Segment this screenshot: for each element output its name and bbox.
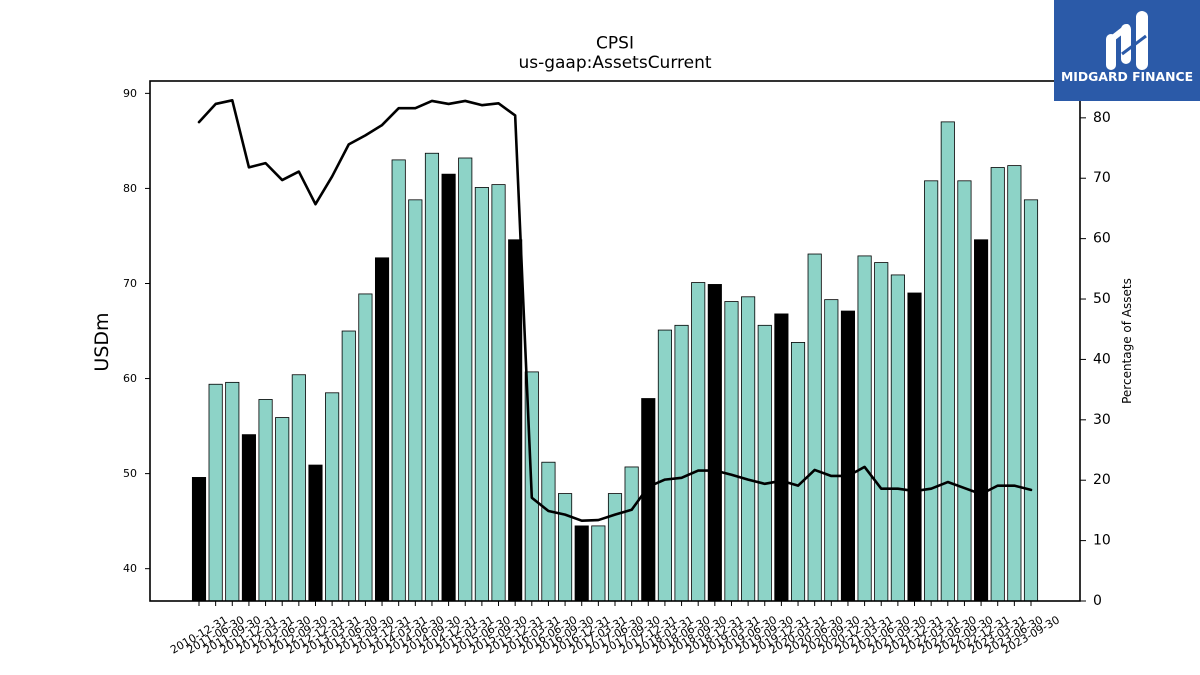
line-series <box>197 99 1033 522</box>
bar-2017-06-30 <box>607 493 623 602</box>
bar-2023-06-30 <box>1007 165 1022 602</box>
y-axis-label: USDm <box>91 312 113 371</box>
bar-2018-03-31 <box>657 329 672 602</box>
left-y-tick-label: 70 <box>123 277 137 290</box>
right-y-tick-label: 80 <box>1093 110 1111 126</box>
bar-2018-09-30 <box>691 282 706 602</box>
bar-2011-12-31 <box>241 434 256 602</box>
bar-2022-03-31 <box>924 180 939 602</box>
bar-2012-12-31 <box>308 464 323 602</box>
bar-2021-06-30 <box>874 262 889 602</box>
bar-2020-12-31 <box>840 310 856 602</box>
bar-2023-03-31 <box>990 167 1005 602</box>
bar-2015-06-30 <box>474 187 489 602</box>
left-y-tick-label: 40 <box>123 562 137 575</box>
bar-2014-12-31 <box>441 173 456 602</box>
bar-series <box>191 121 1039 602</box>
left-y-tick-label: 80 <box>123 182 137 195</box>
bar-2014-06-30 <box>408 199 423 602</box>
bar-2015-03-31 <box>458 157 473 602</box>
bar-2012-03-31 <box>258 399 273 602</box>
bar-2016-12-31 <box>574 525 589 602</box>
bar-2011-06-30 <box>208 383 223 602</box>
bar-2013-06-30 <box>341 330 356 602</box>
right-y-tick-label: 20 <box>1093 472 1111 488</box>
right-y-tick-label: 60 <box>1093 231 1111 247</box>
x-axis: 2010-12-312011-06-302011-09-302011-12-31… <box>168 601 1062 657</box>
bar-2012-09-30 <box>291 374 306 602</box>
bar-2021-03-31 <box>857 255 872 602</box>
bar-2015-09-30 <box>491 184 506 602</box>
chart-title: CPSI <box>596 34 634 54</box>
right-y-tick-label: 70 <box>1093 170 1111 186</box>
bar-2020-03-31 <box>790 342 806 602</box>
midgard-finance-logo: MIDGARD FINANCE <box>1054 0 1200 101</box>
logo-text: MIDGARD FINANCE <box>1060 69 1194 84</box>
bar-2020-09-30 <box>824 299 839 602</box>
left-y-tick-label: 90 <box>123 87 137 100</box>
bar-2021-09-30 <box>890 274 905 602</box>
right-y-tick-label: 50 <box>1093 291 1111 307</box>
left-y-axis: 40 50 60 70 80 90 <box>123 87 150 575</box>
bar-2017-09-30 <box>624 466 639 602</box>
right-y-tick-label: 0 <box>1093 593 1102 609</box>
bar-2015-12-31 <box>508 239 523 602</box>
bar-2019-03-31 <box>724 301 739 602</box>
right-y-tick-label: 40 <box>1093 351 1111 367</box>
bar-2019-06-30 <box>741 296 756 602</box>
bar-2017-12-31 <box>641 398 656 602</box>
right-y-tick-label: 10 <box>1093 533 1111 549</box>
midgard-logo-icon <box>1106 11 1148 70</box>
right-y-axis: 0 10 20 30 40 50 60 70 80 <box>1080 110 1111 609</box>
bar-2018-12-31 <box>707 284 722 602</box>
bar-2020-06-30 <box>807 253 822 602</box>
bar-2016-09-30 <box>558 493 573 602</box>
bar-2018-06-30 <box>674 324 689 602</box>
bar-2014-03-31 <box>391 159 406 602</box>
bar-2022-09-30 <box>957 180 972 602</box>
bar-2013-09-30 <box>358 293 373 602</box>
bar-2014-09-30 <box>424 152 440 602</box>
bar-2017-03-31 <box>591 525 606 602</box>
percentage-of-assets-line <box>197 99 1033 522</box>
bar-2016-06-30 <box>541 461 556 602</box>
secondary-y-axis-label: Percentage of Assets <box>1120 278 1134 404</box>
bar-2012-06-30 <box>275 417 290 602</box>
bar-2022-12-31 <box>974 239 989 602</box>
right-y-tick-label: 30 <box>1093 412 1111 428</box>
bar-2013-03-31 <box>325 392 340 602</box>
bar-2019-09-30 <box>757 324 772 602</box>
bar-2021-12-31 <box>907 292 922 602</box>
bar-2013-12-31 <box>374 257 390 602</box>
bar-2010-12-31 <box>191 477 207 602</box>
left-y-tick-label: 50 <box>123 467 137 480</box>
bar-2022-06-30 <box>940 121 955 602</box>
bar-2019-12-31 <box>774 313 789 602</box>
bar-2011-09-30 <box>225 381 240 602</box>
bar-2023-09-30 <box>1023 199 1039 602</box>
left-y-tick-label: 60 <box>123 372 137 385</box>
chart-subtitle: us-gaap:AssetsCurrent <box>518 53 711 73</box>
